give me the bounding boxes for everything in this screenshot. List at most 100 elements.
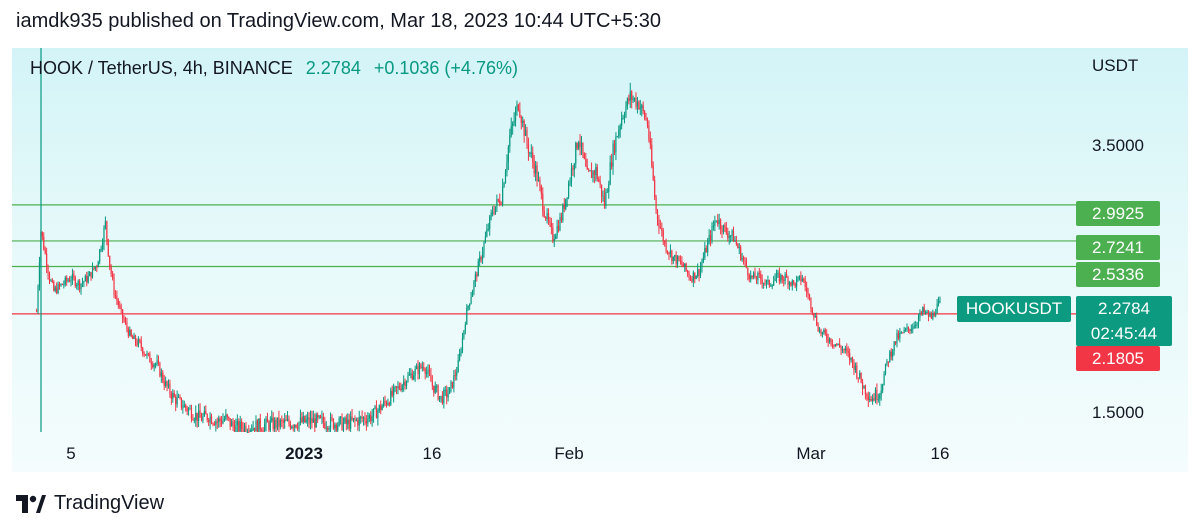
candle — [199, 403, 201, 418]
candle — [387, 398, 389, 406]
candle — [552, 222, 554, 244]
candle — [153, 362, 155, 372]
candle — [350, 411, 352, 432]
candle — [553, 234, 555, 248]
candle — [830, 338, 832, 347]
candle — [628, 94, 630, 105]
candle — [519, 102, 521, 119]
candle — [615, 132, 617, 161]
candle — [431, 375, 433, 391]
candle — [266, 412, 269, 423]
candle — [715, 220, 717, 223]
candle — [312, 410, 314, 423]
candle — [669, 244, 672, 258]
candle — [755, 275, 758, 284]
candle — [496, 194, 498, 212]
candle — [243, 422, 246, 432]
candle — [89, 271, 91, 277]
candle — [444, 385, 446, 397]
candle — [665, 238, 667, 254]
tradingview-footer[interactable]: TradingView — [16, 492, 164, 515]
candle — [81, 277, 84, 288]
candle — [767, 275, 769, 285]
candle — [886, 358, 888, 367]
candle — [573, 162, 575, 178]
candle — [672, 256, 674, 265]
legend-price: 2.2784 — [305, 58, 361, 78]
candle — [791, 279, 793, 291]
candle — [642, 101, 644, 115]
candle — [210, 413, 213, 425]
candle — [421, 361, 423, 372]
candle — [426, 366, 428, 378]
candle — [491, 206, 494, 217]
candle — [697, 263, 699, 278]
candle — [242, 422, 244, 432]
candle — [732, 226, 735, 242]
candle — [763, 282, 765, 289]
candle — [806, 281, 808, 298]
candle — [616, 135, 618, 138]
candle — [466, 304, 468, 325]
candle — [527, 137, 530, 161]
candle — [937, 296, 940, 307]
candle — [859, 370, 861, 380]
candle — [175, 394, 177, 412]
candle — [137, 336, 139, 348]
level-tag-2.9925: 2.9925 — [1076, 201, 1160, 226]
candle — [249, 428, 251, 432]
candle — [430, 367, 432, 382]
candle — [535, 160, 537, 182]
candle — [648, 120, 650, 143]
candle — [226, 413, 228, 421]
candle — [443, 387, 445, 409]
candle — [215, 419, 217, 432]
candle — [38, 256, 41, 291]
candle — [308, 412, 310, 429]
candle — [689, 275, 692, 281]
candle — [107, 238, 109, 257]
candle — [282, 418, 284, 430]
candle — [317, 412, 319, 423]
candle — [543, 205, 545, 218]
candle — [760, 270, 762, 285]
candle — [47, 264, 49, 280]
candle — [173, 390, 175, 398]
candle — [218, 415, 220, 428]
candle — [371, 408, 373, 427]
candle — [255, 415, 257, 432]
candle — [873, 393, 875, 402]
candle — [808, 293, 811, 301]
candle — [682, 262, 684, 268]
candle — [380, 400, 382, 415]
candle — [420, 363, 422, 370]
x-tick-label: 16 — [422, 444, 442, 463]
candle — [436, 384, 438, 393]
candle — [454, 369, 456, 381]
candle — [638, 100, 640, 110]
candle — [180, 397, 183, 411]
candle — [499, 193, 501, 207]
candle — [459, 348, 461, 362]
candle — [877, 393, 879, 403]
candle — [540, 184, 542, 200]
chart-area[interactable] — [12, 48, 1188, 472]
candle — [223, 415, 226, 422]
candle — [765, 279, 768, 289]
candle — [104, 216, 107, 230]
candle — [56, 282, 58, 295]
candlestick-chart[interactable] — [12, 48, 1188, 472]
candle — [123, 315, 125, 323]
candle — [134, 334, 137, 347]
candle — [725, 221, 727, 235]
candle — [666, 250, 669, 255]
candle — [796, 275, 798, 292]
candle — [883, 371, 885, 386]
candle — [481, 246, 484, 265]
candle — [284, 413, 286, 429]
candle — [737, 242, 739, 249]
candle — [48, 271, 51, 285]
candle — [906, 323, 908, 332]
candle — [493, 205, 495, 216]
candle — [486, 224, 488, 238]
